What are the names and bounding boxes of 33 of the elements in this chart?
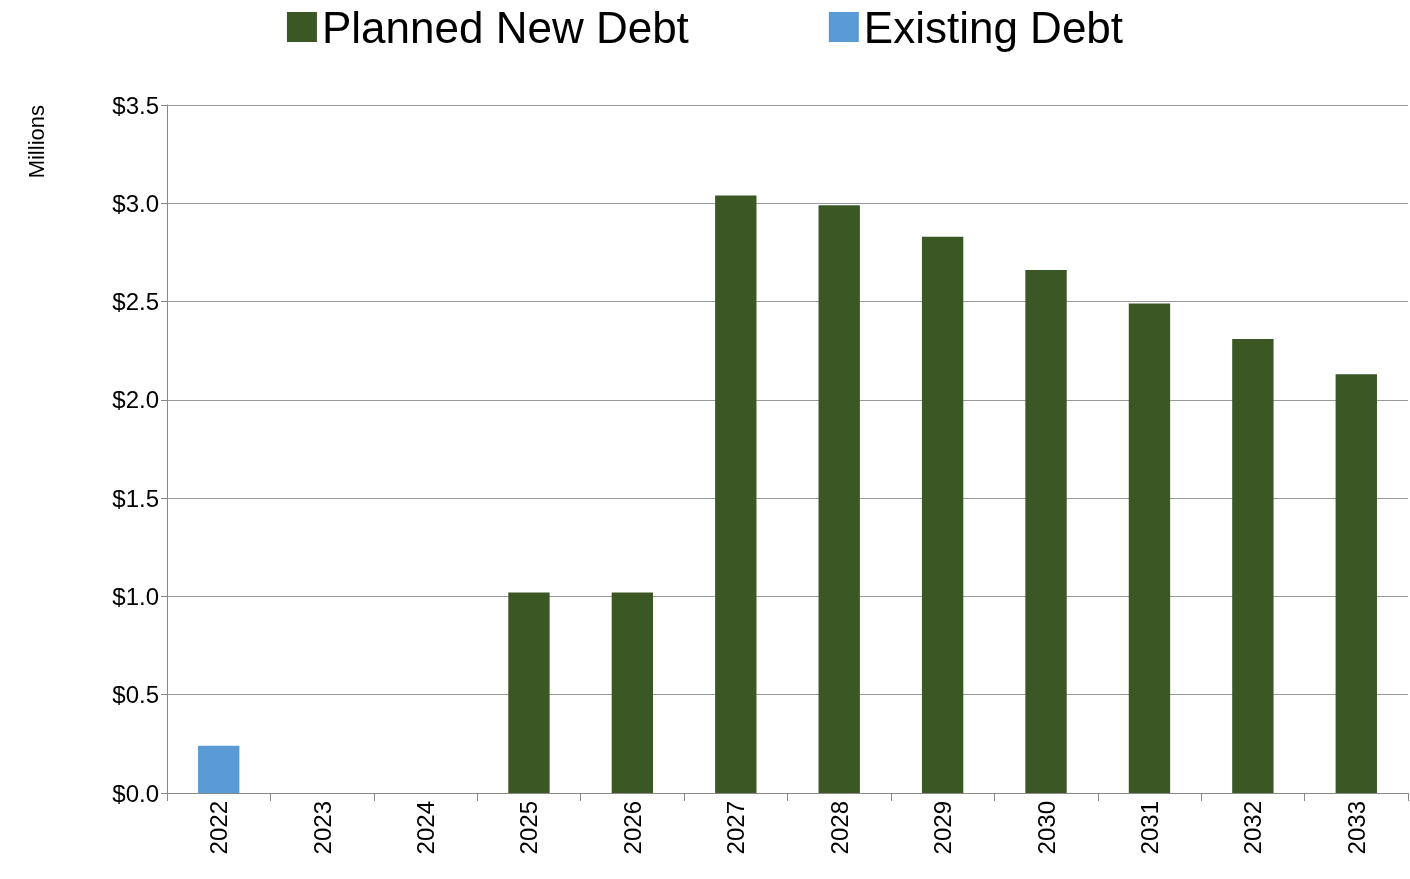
x-tick-label: 2032 <box>1239 801 1267 855</box>
x-tick-label: 2026 <box>618 801 646 855</box>
bar <box>508 592 550 793</box>
bar <box>198 745 240 793</box>
x-tick-label: 2023 <box>308 801 336 855</box>
y-tick-label: $2.5 <box>112 288 159 316</box>
y-tick-label: $1.0 <box>112 582 159 610</box>
x-tick-label: 2027 <box>722 801 750 855</box>
legend-label: Planned New Debt <box>321 2 689 52</box>
x-tick-label: 2030 <box>1032 801 1060 855</box>
bar <box>715 195 757 793</box>
bar <box>1232 338 1274 793</box>
bar <box>921 236 964 793</box>
bar <box>818 205 860 793</box>
y-tick-label: $0.0 <box>112 779 159 807</box>
bar <box>1128 303 1171 793</box>
y-tick-label: $0.5 <box>112 681 159 709</box>
x-tick-label: 2031 <box>1135 801 1163 855</box>
bar <box>611 592 654 793</box>
y-tick-label: $2.0 <box>112 386 159 414</box>
x-tick-label: 2024 <box>412 801 440 855</box>
y-tick-label: $3.5 <box>112 91 159 119</box>
legend-label: Existing Debt <box>863 2 1124 52</box>
x-tick-label: 2029 <box>929 801 957 855</box>
bar <box>1335 374 1377 793</box>
x-tick-label: 2022 <box>205 801 233 855</box>
y-tick-label: $1.5 <box>112 484 159 512</box>
x-tick-label: 2028 <box>825 801 853 855</box>
x-tick-label: 2025 <box>515 801 543 855</box>
y-tick-label: $3.0 <box>112 189 159 217</box>
x-tick-label: 2033 <box>1342 801 1370 855</box>
y-axis-title: Millions <box>23 105 49 179</box>
bar <box>1025 270 1067 793</box>
